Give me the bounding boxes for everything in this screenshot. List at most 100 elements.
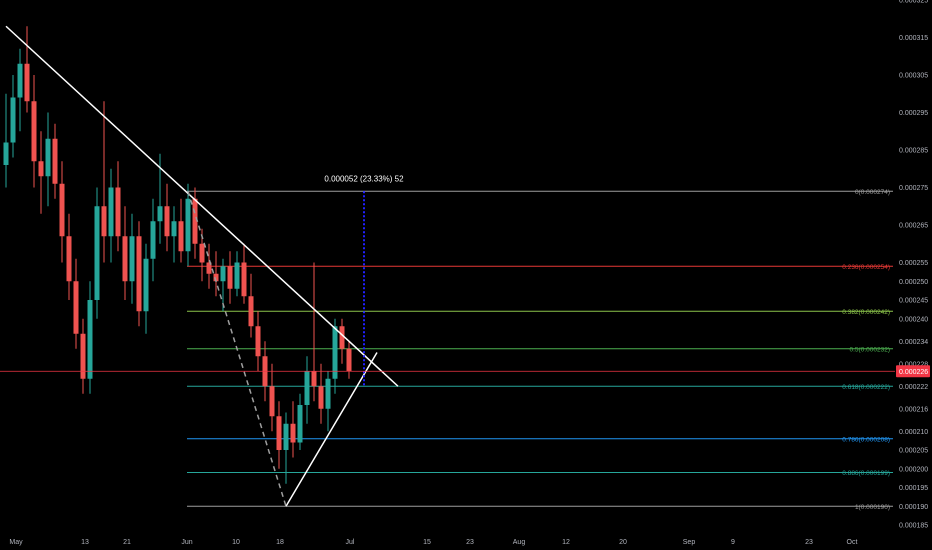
time-tick-label: Sep <box>683 539 696 546</box>
fib-level-label: 0.618(0.000222) <box>842 384 890 391</box>
price-tick-label: 0.000305 <box>899 73 928 80</box>
candle-body <box>199 243 205 263</box>
candle-body <box>206 262 212 274</box>
measure-label: 0.000052 (23.33%) 52 <box>324 174 404 183</box>
candle-body <box>129 236 135 282</box>
price-range-measure[interactable]: 0.000052 (23.33%) 52 <box>324 174 404 387</box>
candle-body <box>304 371 310 405</box>
candle-body <box>38 161 44 177</box>
price-tick-label: 0.000245 <box>899 298 928 305</box>
price-tick-label: 0.000240 <box>899 316 928 323</box>
candle-body <box>150 221 156 259</box>
candle-body <box>108 187 114 237</box>
price-tick-label: 0.000228 <box>899 361 928 368</box>
candle-body <box>346 348 352 372</box>
fib-level-label: 0.236(0.000254) <box>842 264 890 271</box>
price-tick-label: 0.000200 <box>899 466 928 473</box>
time-tick-label: Aug <box>513 539 526 546</box>
price-tick-label: 0.000205 <box>899 448 928 455</box>
candle-body <box>269 386 275 417</box>
current-price-badge-label: 0.000226 <box>899 369 928 376</box>
candle-body <box>276 416 282 450</box>
candle-body <box>73 281 79 334</box>
price-tick-label: 0.000195 <box>899 485 928 492</box>
fib-level-label: 0.382(0.000242) <box>842 309 890 316</box>
price-tick-label: 0.000295 <box>899 110 928 117</box>
fib-level-label: 0.886(0.000199) <box>842 470 890 477</box>
time-tick-label: Jul <box>346 539 355 546</box>
fib-level-label: 0.786(0.000208) <box>842 436 890 443</box>
price-tick-label: 0.000265 <box>899 223 928 230</box>
candle-body <box>178 221 184 252</box>
time-tick-label: Jun <box>181 539 192 546</box>
candle-body <box>311 371 317 387</box>
descending-trendline[interactable] <box>5 25 399 387</box>
price-tick-label: 0.000285 <box>899 148 928 155</box>
candle-body <box>157 206 163 222</box>
time-tick-label: 20 <box>619 539 627 546</box>
candle-body <box>80 333 86 379</box>
time-tick-label: 21 <box>123 539 131 546</box>
current-price-badge-bg <box>896 365 930 378</box>
candle-body <box>339 326 345 349</box>
price-tick-label: 0.000250 <box>899 279 928 286</box>
price-tick-label: 0.000325 <box>899 0 928 5</box>
candle-body <box>297 405 303 443</box>
candle-body <box>94 206 100 300</box>
candle-body <box>122 236 128 282</box>
time-tick-label: Oct <box>847 539 858 546</box>
fib-anchor-dashed[interactable] <box>187 191 287 507</box>
candle-body <box>87 300 93 379</box>
time-tick-label: 10 <box>232 539 240 546</box>
trendlines[interactable] <box>5 25 399 507</box>
candle-body <box>10 97 16 143</box>
candle-body <box>283 423 289 450</box>
candle-body <box>220 266 226 282</box>
candle-body <box>45 138 51 177</box>
candle-body <box>213 273 219 282</box>
candlestick-series <box>3 26 352 484</box>
candle-body <box>318 386 324 409</box>
price-tick-label: 0.000255 <box>899 260 928 267</box>
price-tick-label: 0.000315 <box>899 35 928 42</box>
candle-body <box>290 423 296 443</box>
price-tick-label: 0.000222 <box>899 384 928 391</box>
candle-body <box>59 183 65 237</box>
price-axis[interactable]: 0.000325 0.000315 0.000305 0.000295 0.000285… <box>899 0 928 530</box>
candle-body <box>234 262 240 289</box>
time-tick-label: 15 <box>423 539 431 546</box>
candle-body <box>101 206 107 237</box>
time-tick-label: 13 <box>81 539 89 546</box>
time-tick-label: 9 <box>731 539 735 546</box>
price-tick-label: 0.000275 <box>899 185 928 192</box>
fib-level-label: 1(0.000190) <box>855 504 890 511</box>
price-tick-label: 0.000190 <box>899 504 928 511</box>
fibonacci-retracement[interactable]: 0(0.000274) 0.236(0.000254) 0.382(0.000242… <box>187 189 893 511</box>
candle-body <box>255 326 261 357</box>
time-tick-label: 12 <box>562 539 570 546</box>
candle-body <box>3 142 9 165</box>
ascending-trendline[interactable] <box>285 352 378 507</box>
price-tick-label: 0.000216 <box>899 406 928 413</box>
candle-body <box>241 262 247 297</box>
price-tick-label: 0.000185 <box>899 523 928 530</box>
candle-body <box>17 63 23 98</box>
candle-body <box>52 138 58 184</box>
current-price-badge: 0.000226 <box>896 365 930 378</box>
candle-body <box>171 221 177 237</box>
candle-body <box>332 326 338 379</box>
candle-body <box>248 296 254 327</box>
fib-level-label: 0.5(0.000232) <box>850 346 890 353</box>
time-tick-label: May <box>9 539 23 546</box>
candle-body <box>325 378 331 409</box>
time-axis[interactable]: May 13 21 Jun 10 18 Jul 15 23 Aug 12 20 Sep 9 23 Oct <box>9 539 857 546</box>
candle-body <box>31 101 37 162</box>
time-tick-label: 23 <box>466 539 474 546</box>
candle-body <box>185 198 191 252</box>
candle-body <box>66 236 72 282</box>
price-tick-label: 0.000234 <box>899 339 928 346</box>
candle-body <box>192 198 198 244</box>
price-tick-label: 0.000210 <box>899 429 928 436</box>
